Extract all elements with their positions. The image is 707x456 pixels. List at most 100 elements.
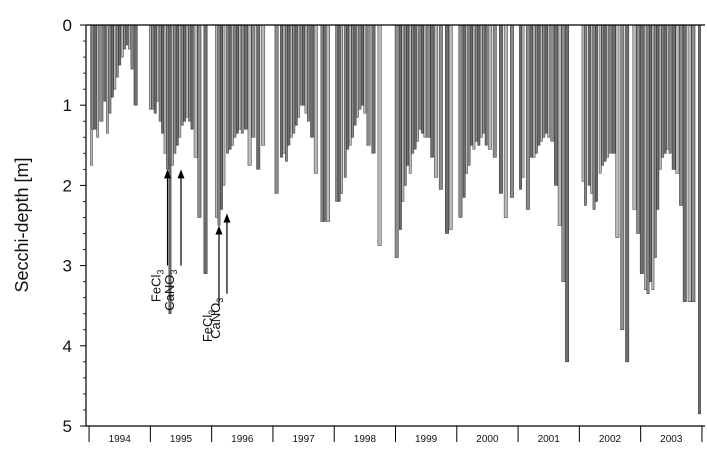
data-bar	[299, 24, 303, 106]
data-bar	[671, 24, 676, 170]
annotation-label-subscript: 3	[215, 298, 225, 303]
data-bar	[106, 24, 109, 134]
data-bar	[625, 24, 630, 363]
annotation-label-main: CaNO	[208, 303, 223, 339]
data-bar	[679, 24, 684, 206]
data-bar	[503, 24, 508, 218]
data-bar	[399, 24, 402, 230]
data-bar	[307, 24, 310, 122]
data-bar	[197, 24, 202, 218]
data-bar	[561, 24, 566, 282]
data-bar	[608, 24, 612, 154]
data-bar	[658, 24, 662, 170]
annotation-label: FeCl3	[149, 270, 166, 302]
data-bar	[557, 24, 562, 226]
data-bar	[287, 24, 291, 146]
data-bar	[554, 24, 559, 186]
data-bar	[426, 24, 431, 138]
data-bar	[261, 24, 266, 146]
data-bar	[244, 24, 248, 130]
y-tick-label: 1	[63, 96, 72, 115]
data-bar	[320, 24, 324, 222]
data-bar	[96, 24, 100, 138]
data-bar	[337, 24, 341, 202]
data-bar	[632, 24, 637, 210]
data-bar	[247, 24, 252, 166]
data-bar	[598, 24, 602, 174]
data-bar	[180, 24, 184, 126]
data-bar	[185, 24, 189, 118]
data-bar	[418, 24, 422, 130]
data-bar	[190, 24, 194, 130]
data-bar	[236, 24, 239, 134]
data-bar	[620, 24, 625, 331]
data-bar	[238, 24, 242, 130]
data-bar	[532, 24, 536, 158]
data-bar	[304, 24, 308, 114]
data-bar	[280, 24, 283, 158]
x-tick-label: 2003	[660, 434, 683, 445]
data-bar	[161, 24, 164, 134]
data-bar	[430, 24, 435, 158]
data-bar	[335, 24, 339, 202]
data-bar	[521, 24, 525, 178]
annotation-label-subscript: 3	[156, 270, 166, 275]
data-bar	[178, 24, 182, 138]
data-bar	[133, 24, 138, 106]
data-bar	[663, 24, 667, 154]
data-bar	[542, 24, 546, 138]
data-bar	[103, 24, 107, 102]
data-bar	[537, 24, 541, 146]
y-tick-label: 3	[63, 257, 72, 276]
data-bar	[682, 24, 687, 302]
y-tick-label: 5	[63, 417, 72, 436]
data-bar	[470, 24, 473, 146]
data-bar	[340, 24, 343, 194]
data-bar	[203, 24, 208, 274]
data-bar	[183, 24, 187, 122]
data-bar	[363, 24, 367, 114]
data-bar	[294, 24, 298, 126]
y-tick-label: 2	[63, 176, 72, 195]
data-bar	[423, 24, 427, 138]
data-bar	[550, 24, 555, 142]
data-bar	[371, 24, 376, 154]
data-bar	[691, 24, 696, 302]
data-bar	[535, 24, 538, 154]
data-bar	[118, 24, 122, 66]
y-tick-label: 4	[63, 337, 72, 356]
data-bar	[592, 24, 596, 210]
data-bar	[222, 24, 226, 186]
data-bar	[653, 24, 657, 258]
data-bar	[644, 24, 647, 290]
data-bar	[297, 24, 301, 118]
data-bar	[282, 24, 286, 154]
data-bar	[448, 24, 453, 230]
data-bar	[649, 24, 652, 282]
data-bar	[416, 24, 419, 142]
data-bar	[408, 24, 412, 174]
data-bar	[462, 24, 466, 198]
data-bar	[539, 24, 543, 142]
data-bar	[193, 24, 198, 158]
data-bar	[346, 24, 350, 150]
data-bar	[584, 24, 587, 206]
data-bar	[595, 24, 598, 202]
data-bar	[343, 24, 347, 178]
data-bar	[487, 24, 492, 150]
x-tick-label: 2001	[538, 434, 561, 445]
data-bar	[113, 24, 117, 90]
data-bar	[353, 24, 357, 126]
data-bar	[93, 24, 97, 130]
data-bar	[377, 24, 382, 246]
data-bar	[158, 24, 162, 122]
data-bar	[472, 24, 476, 150]
annotation-label-main: CaNO	[162, 275, 177, 311]
data-bar	[274, 24, 279, 194]
data-bar	[156, 24, 160, 102]
data-bar	[406, 24, 410, 166]
data-bar	[639, 24, 644, 274]
data-bar	[166, 24, 169, 170]
data-bar	[611, 24, 616, 154]
